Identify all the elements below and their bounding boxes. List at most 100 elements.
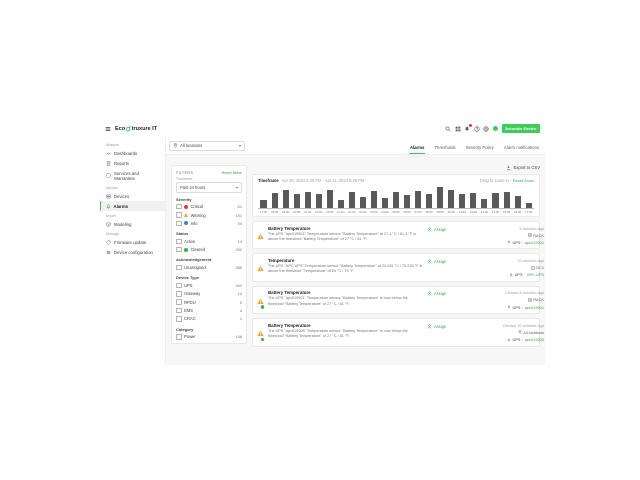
filter-group-category: Category [176,326,194,332]
alarm-time: 20 minutes ago [517,257,544,263]
content: FILTERS Reset filters Timeframe Past 24 … [166,155,545,365]
notifications-bell-icon[interactable] [464,124,472,132]
location-selector[interactable]: All locations [169,140,245,151]
export-to-csv-label: Export to CSV [513,165,540,170]
filter-option-crac[interactable]: CRAC 1 [176,315,242,323]
filter-option-ems[interactable]: EMS 4 [176,306,242,314]
filter-option-critical[interactable]: Critical 81 [176,203,242,211]
alarm-location[interactable]: All locations [518,330,544,335]
assign-person-icon [427,226,432,232]
timeframe-select[interactable]: Past 24 hours [176,182,242,193]
ecostruxure-it-app: Eco truxure IT [100,120,545,365]
chart-tick-label: 10:00 [447,210,455,214]
tab-alarm-notifications[interactable]: Alarm notifications [503,144,539,150]
tab-thresholds[interactable]: Thresholds [434,144,456,150]
alarm-card[interactable]: Battery Temperature The UPS "apc019901" … [252,221,544,250]
export-to-csv-button[interactable]: Export to CSV [252,165,540,170]
filter-option-unassigned[interactable]: Unassigned 366 [176,263,242,271]
chart-bar [437,187,444,208]
filter-option-ups[interactable]: UPS 342 [176,281,242,289]
ups-bolt-icon [507,337,510,342]
tab-alarms[interactable]: Alarms [408,141,426,154]
assign-button[interactable]: Assign [427,258,469,264]
checkbox[interactable] [176,334,182,340]
help-icon[interactable] [474,125,480,132]
alarm-device[interactable]: UPS · apc019901 [507,240,544,245]
alarm-location[interactable]: DC1 [531,265,544,270]
assign-person-icon [427,323,432,329]
chart-tick-label: 07:00 [414,210,422,214]
checkbox[interactable] [176,246,182,253]
reset-zoom-link[interactable]: Reset Zoom [512,178,534,183]
device-name-link[interactable]: APC UPS [526,272,544,278]
alarm-description: The UPS "APC UPS" Temperature sensor "Ba… [268,263,423,274]
language-globe-icon[interactable] [483,125,489,132]
device-name-link[interactable]: apc019905 [524,337,544,342]
apps-grid-icon[interactable] [455,126,461,132]
filter-group-status: Status [176,231,189,237]
device-name-link[interactable]: apc019901 [524,304,544,310]
sidebar-item-dashboards[interactable]: Dashboards [100,148,165,158]
assign-button[interactable]: Assign [427,323,469,329]
checkbox[interactable] [176,238,182,245]
alarm-description: The UPS "apc019905" Temperature sensor "… [268,328,408,339]
sidebar-item-device-configuration[interactable]: Device configuration [100,247,165,257]
alarm-device[interactable]: UPS · APC UPS [509,272,544,277]
checkbox[interactable] [176,299,182,305]
sidebar-item-services-and-warranties[interactable]: Services and Warranties [100,168,165,183]
tab-severity-policy[interactable]: Severity Policy [465,144,494,150]
alarm-card[interactable]: Temperature The UPS "APC UPS" Temperatur… [252,253,544,282]
sidebar-item-reports[interactable]: Reports [100,158,165,168]
alarm-location[interactable]: RACK [528,297,544,302]
notification-badge [468,124,472,127]
filter-option-info[interactable]: Info 94 [176,219,242,227]
assign-button[interactable]: Assign [427,226,469,232]
cleared-check-icon [259,304,265,310]
sidebar-item-modeling[interactable]: Modeling [100,219,165,229]
alarm-device[interactable]: UPS · apc019905 [507,337,544,342]
chart-bar [370,191,378,208]
chart-tick-label: 11 Apr [336,210,345,214]
checkbox[interactable] [176,282,182,289]
sidebar-item-alarms[interactable]: Alarms [100,201,165,211]
chart-tick-label: 08:00 [425,210,433,214]
sidebar-item-label: Firmware update [114,239,147,245]
chart-bar [315,194,322,208]
alarm-location[interactable]: RACK [528,233,544,238]
location-pin-icon [173,143,178,148]
checkbox[interactable] [176,212,182,218]
checkbox[interactable] [176,291,182,297]
assign-button[interactable]: Assign [427,290,469,296]
checkbox[interactable] [176,203,182,210]
checkbox[interactable] [176,307,182,314]
alarm-time: Cleared 8 minutes ago [504,290,544,296]
hamburger-menu-icon[interactable] [105,126,111,132]
filter-option-count: 14 [237,291,242,297]
filter-option-label: Unassigned [184,265,206,271]
filter-option-cleared[interactable]: Cleared 352 [176,246,242,254]
search-icon[interactable] [445,126,451,132]
filter-option-power[interactable]: Power 148 [176,333,242,341]
checkbox[interactable] [176,316,182,322]
user-avatar[interactable] [492,125,499,132]
ups-bolt-icon [507,240,510,245]
sidebar-item-devices[interactable]: Devices [100,191,165,201]
alarm-card[interactable]: Battery Temperature The UPS "apc019905" … [252,318,544,347]
filter-option-active[interactable]: Active 14 [176,237,242,245]
filter-option-warning[interactable]: Warning 191 [176,211,242,219]
assign-label: Assign [434,291,447,297]
assign-person-icon [427,291,432,296]
checkbox[interactable] [176,220,182,227]
chart-bar [304,191,311,208]
chart-bars[interactable] [258,185,534,209]
chart-tick-label: 22:00 [315,210,323,214]
reset-filters-link[interactable]: Reset filters [221,170,242,175]
checkbox[interactable] [176,264,182,271]
alarm-device[interactable]: UPS · apc019901 [507,305,544,310]
filter-option-rpdu[interactable]: RPDU 5 [176,298,242,306]
device-name-link[interactable]: apc019901 [524,239,544,245]
alarm-card[interactable]: Battery Temperature The UPS "apc019901" … [252,285,544,315]
filter-option-gateway[interactable]: Gateway 14 [176,290,242,298]
sidebar-item-firmware-update[interactable]: Firmware update [100,237,165,247]
chart-tick-label: 04:00 [381,210,389,214]
